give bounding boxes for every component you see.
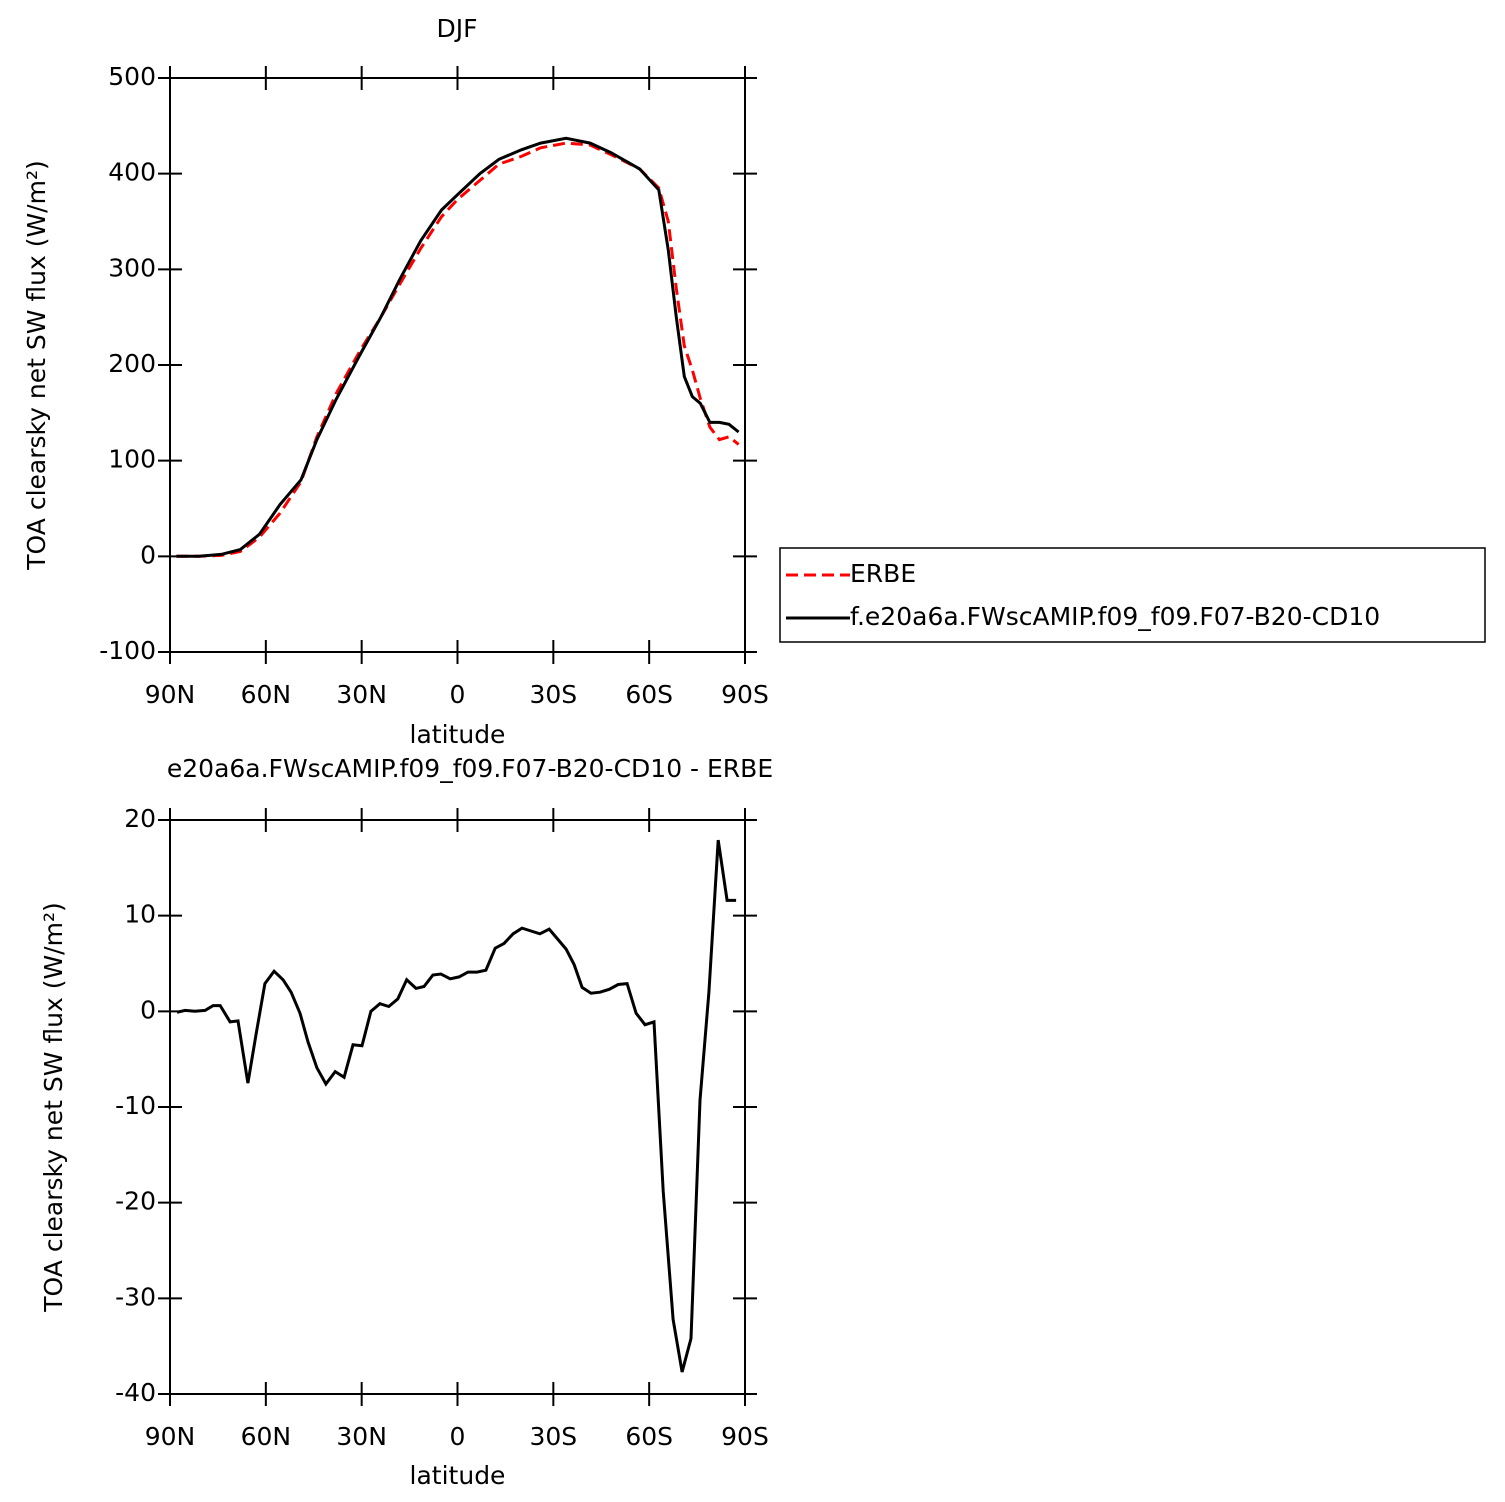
plot-frame (169, 77, 746, 653)
chart-title: DJF (436, 14, 477, 43)
y-tick-label: -20 (115, 1187, 156, 1216)
series-line (176, 839, 737, 1373)
x-tick-label: 60N (241, 680, 292, 709)
series-line (176, 141, 740, 558)
x-tick-label: 90N (145, 1422, 196, 1451)
x-tick-label: 90S (721, 680, 769, 709)
y-tick-label: 10 (124, 900, 156, 929)
x-tick-label: 60N (241, 1422, 292, 1451)
x-tick-label: 30N (336, 1422, 387, 1451)
y-tick-label: 200 (108, 349, 156, 378)
x-axis-label: latitude (410, 720, 506, 749)
legend-label: f.e20a6a.FWscAMIP.f09_f09.F07-B20-CD10 (850, 602, 1380, 631)
x-tick-label: 30S (529, 1422, 577, 1451)
x-tick-label: 30N (336, 680, 387, 709)
x-tick-label: 60S (625, 1422, 673, 1451)
x-tick-label: 60S (625, 680, 673, 709)
series-line (176, 136, 740, 558)
x-tick-label: 90N (145, 680, 196, 709)
y-tick-label: 20 (124, 804, 156, 833)
y-tick-label: -100 (99, 636, 156, 665)
y-tick-label: 400 (108, 158, 156, 187)
y-tick-label: 0 (140, 995, 156, 1024)
chart-title: e20a6a.FWscAMIP.f09_f09.F07-B20-CD10 - E… (167, 754, 773, 783)
y-tick-label: 500 (108, 62, 156, 91)
legend-box (779, 547, 1486, 643)
legend-label: ERBE (850, 559, 916, 588)
y-tick-label: -10 (115, 1091, 156, 1120)
y-axis-label: TOA clearsky net SW flux (W/m²) (39, 902, 68, 1312)
y-axis-label: TOA clearsky net SW flux (W/m²) (22, 160, 51, 570)
x-axis-label: latitude (410, 1461, 506, 1490)
y-tick-label: -40 (115, 1378, 156, 1407)
y-tick-label: 0 (140, 540, 156, 569)
y-tick-label: -30 (115, 1282, 156, 1311)
x-tick-label: 0 (450, 680, 466, 709)
x-tick-label: 90S (721, 1422, 769, 1451)
x-tick-label: 30S (529, 680, 577, 709)
y-tick-label: 100 (108, 445, 156, 474)
x-tick-label: 0 (450, 1422, 466, 1451)
y-tick-label: 300 (108, 253, 156, 282)
plot-frame (169, 819, 746, 1395)
